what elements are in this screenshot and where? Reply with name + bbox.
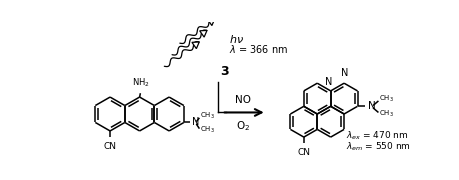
- Text: CN: CN: [297, 148, 310, 157]
- Text: NH$_2$: NH$_2$: [132, 77, 150, 89]
- Text: CH$_3$: CH$_3$: [200, 111, 215, 121]
- Text: N: N: [192, 118, 199, 127]
- Text: CN: CN: [104, 142, 117, 151]
- Polygon shape: [192, 42, 199, 49]
- Text: $\lambda_{em}$ = 550 nm: $\lambda_{em}$ = 550 nm: [347, 141, 411, 153]
- Text: $h\nu$: $h\nu$: [230, 33, 244, 44]
- Text: NO: NO: [235, 95, 251, 105]
- Text: N: N: [368, 101, 375, 111]
- Text: N: N: [325, 77, 332, 87]
- Text: CH$_3$: CH$_3$: [379, 109, 394, 119]
- Polygon shape: [207, 19, 215, 26]
- Polygon shape: [200, 30, 207, 37]
- Text: $\lambda_{ex}$ = 470 nm: $\lambda_{ex}$ = 470 nm: [347, 129, 409, 142]
- Text: N: N: [341, 68, 348, 78]
- Text: 3: 3: [220, 65, 228, 78]
- Text: O$_2$: O$_2$: [235, 119, 250, 133]
- Text: $\lambda$ = 366 nm: $\lambda$ = 366 nm: [230, 43, 289, 55]
- Text: CH$_3$: CH$_3$: [379, 94, 394, 104]
- Text: CH$_3$: CH$_3$: [200, 125, 215, 135]
